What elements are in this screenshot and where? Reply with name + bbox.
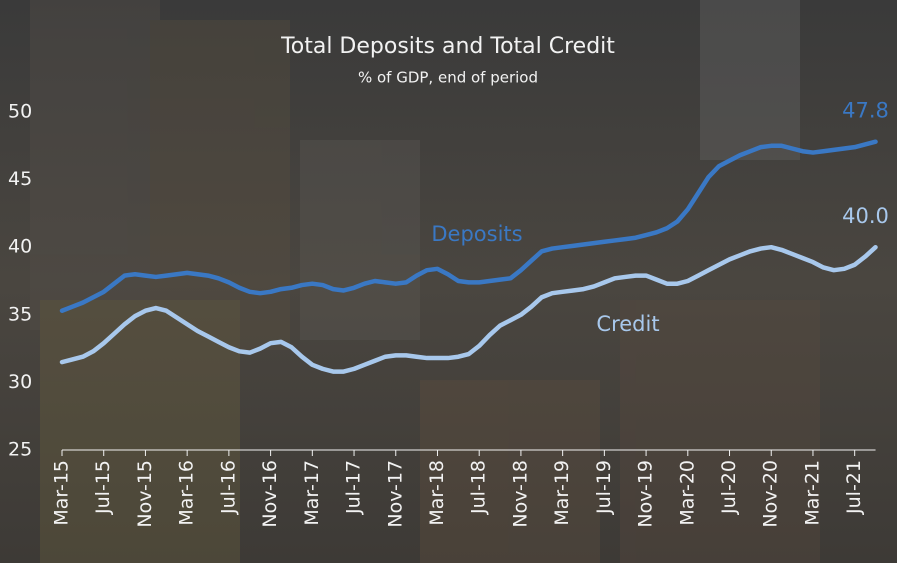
x-tick-label: Nov-15 [134,460,156,528]
x-tick-label: Nov-19 [635,460,657,528]
series-line [59,139,878,313]
x-tick-label: Jul-20 [718,460,740,515]
x-tick-label: Nov-20 [760,460,782,528]
x-tick-label: Mar-21 [801,460,823,526]
x-tick-label: Mar-18 [426,460,448,526]
y-tick-label: 25 [8,439,32,461]
y-tick-label: 40 [8,236,32,258]
y-tick-label: 45 [8,168,32,190]
y-tick-label: 50 [8,101,32,123]
x-tick-label: Jul-18 [468,460,490,515]
series-label: Deposits [431,222,522,246]
x-tick-label: Mar-17 [301,460,323,526]
x-tick-label: Jul-21 [843,460,865,515]
chart-subtitle: % of GDP, end of period [358,69,538,87]
x-tick-label: Nov-18 [509,460,531,528]
x-tick-label: Mar-19 [551,460,573,526]
background-buildings [30,0,820,563]
y-tick-label: 30 [8,371,32,393]
data-label: 40.0 [842,204,889,228]
x-tick-label: Mar-20 [676,460,698,526]
x-tick-label: Jul-15 [92,460,114,515]
series-line [59,244,878,374]
x-tick-label: Mar-16 [176,460,198,526]
x-tick-label: Jul-19 [593,460,615,515]
x-tick-label: Jul-17 [343,460,365,515]
data-label: 47.8 [842,99,889,123]
x-tick-label: Nov-16 [259,460,281,528]
chart-title: Total Deposits and Total Credit [280,34,615,59]
series-label: Credit [596,312,659,336]
x-tick-label: Jul-16 [217,460,239,515]
x-tick-label: Mar-15 [51,460,73,526]
x-tick-label: Nov-17 [384,460,406,528]
y-tick-label: 35 [8,303,32,325]
